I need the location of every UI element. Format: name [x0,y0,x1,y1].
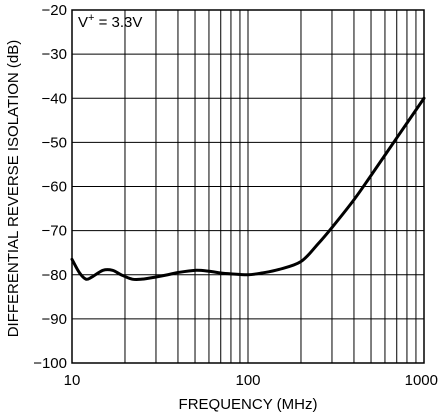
x-tick-label: 10 [64,372,81,389]
supply-voltage-annotation: V+ = 3.3V [78,12,142,31]
annotation-rest: = 3.3V [94,14,142,31]
y-tick-label: −70 [42,223,67,240]
y-tick-label: −40 [42,90,67,107]
y-tick-label: −90 [42,311,67,328]
y-axis-title: DIFFERENTIAL REVERSE ISOLATION (dB) [5,40,22,338]
x-tick-label: 100 [235,372,260,389]
x-tick-labels: 10 100 1000 [64,372,438,389]
y-tick-label: −60 [42,179,67,196]
y-tick-label: −100 [33,355,67,372]
y-tick-labels: −20 −30 −40 −50 −60 −70 −80 −90 −100 [33,2,67,372]
x-tick-label: 1000 [405,372,438,389]
series-line-reverse-isolation [70,96,426,282]
grid [71,9,424,364]
annotation-base: V [78,14,88,31]
plot-frame [71,9,425,364]
y-tick-label: −30 [42,46,67,63]
y-tick-label: −80 [42,267,67,284]
annotation-superscript: + [88,12,94,24]
y-tick-label: −20 [42,2,67,19]
x-axis-title: FREQUENCY (MHz) [179,396,318,413]
y-tick-label: −50 [42,134,67,151]
